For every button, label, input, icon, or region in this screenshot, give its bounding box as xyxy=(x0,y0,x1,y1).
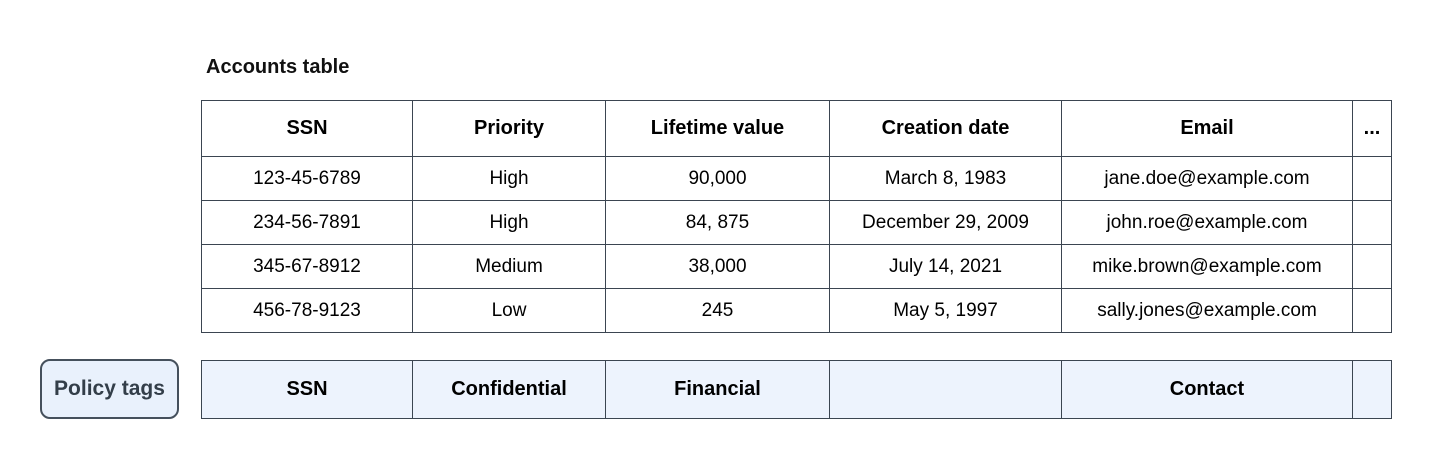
table-row: 123-45-6789 High 90,000 March 8, 1983 ja… xyxy=(201,156,1392,201)
cell-creation-date: May 5, 1997 xyxy=(829,288,1062,333)
column-header-email: Email xyxy=(1061,100,1353,157)
cell-lifetime-value: 90,000 xyxy=(605,156,830,201)
cell-ssn: 456-78-9123 xyxy=(201,288,413,333)
policy-tag-contact: Contact xyxy=(1061,360,1353,419)
cell-creation-date: July 14, 2021 xyxy=(829,244,1062,289)
cell-creation-date: December 29, 2009 xyxy=(829,200,1062,245)
table-row: 234-56-7891 High 84, 875 December 29, 20… xyxy=(201,200,1392,245)
cell-lifetime-value: 38,000 xyxy=(605,244,830,289)
cell-more xyxy=(1352,200,1392,245)
policy-tag-ssn: SSN xyxy=(201,360,413,419)
policy-tags-chip-label: Policy tags xyxy=(54,377,165,400)
cell-priority: Medium xyxy=(412,244,606,289)
policy-tag-financial: Financial xyxy=(605,360,830,419)
table-row: 456-78-9123 Low 245 May 5, 1997 sally.jo… xyxy=(201,288,1392,333)
policy-tag-confidential: Confidential xyxy=(412,360,606,419)
accounts-table: SSN Priority Lifetime value Creation dat… xyxy=(201,100,1392,333)
column-header-lifetime-value: Lifetime value xyxy=(605,100,830,157)
policy-tags-chip[interactable]: Policy tags xyxy=(40,359,179,419)
cell-email: mike.brown@example.com xyxy=(1061,244,1353,289)
cell-lifetime-value: 245 xyxy=(605,288,830,333)
policy-tags-row: SSN Confidential Financial Contact xyxy=(201,360,1392,419)
column-header-priority: Priority xyxy=(412,100,606,157)
table-row: 345-67-8912 Medium 38,000 July 14, 2021 … xyxy=(201,244,1392,289)
cell-creation-date: March 8, 1983 xyxy=(829,156,1062,201)
policy-tag-empty-more xyxy=(1352,360,1392,419)
cell-more xyxy=(1352,288,1392,333)
cell-lifetime-value: 84, 875 xyxy=(605,200,830,245)
policy-tags-table: SSN Confidential Financial Contact xyxy=(201,360,1392,419)
header-row: SSN Priority Lifetime value Creation dat… xyxy=(201,100,1392,157)
cell-email: john.roe@example.com xyxy=(1061,200,1353,245)
cell-ssn: 345-67-8912 xyxy=(201,244,413,289)
cell-ssn: 234-56-7891 xyxy=(201,200,413,245)
column-header-ssn: SSN xyxy=(201,100,413,157)
cell-ssn: 123-45-6789 xyxy=(201,156,413,201)
cell-priority: Low xyxy=(412,288,606,333)
cell-email: sally.jones@example.com xyxy=(1061,288,1353,333)
column-header-more: ... xyxy=(1352,100,1392,157)
cell-priority: High xyxy=(412,200,606,245)
policy-tag-empty xyxy=(829,360,1062,419)
column-header-creation-date: Creation date xyxy=(829,100,1062,157)
page-title: Accounts table xyxy=(206,56,350,78)
cell-more xyxy=(1352,156,1392,201)
cell-email: jane.doe@example.com xyxy=(1061,156,1353,201)
cell-more xyxy=(1352,244,1392,289)
cell-priority: High xyxy=(412,156,606,201)
